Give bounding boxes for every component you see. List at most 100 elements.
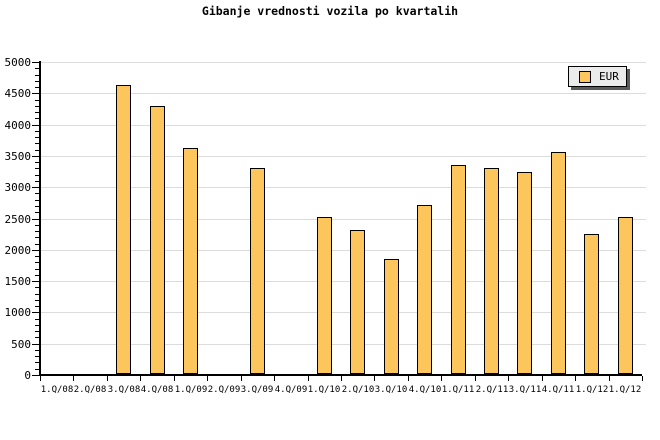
x-axis-tick xyxy=(575,376,576,381)
y-major-tick xyxy=(32,93,39,94)
gridline xyxy=(41,156,646,157)
bar-3-q-10 xyxy=(384,259,399,374)
y-major-tick xyxy=(32,156,39,157)
y-axis-tick-label: 5000 xyxy=(4,56,32,69)
gridline xyxy=(41,250,646,251)
legend-label: EUR xyxy=(599,70,619,83)
y-minor-tick xyxy=(35,106,39,107)
x-axis-tick-label: 3.Q/08 xyxy=(107,385,141,395)
bar-4-q-11 xyxy=(551,152,566,374)
x-axis-tick-label: 1.Q/09 xyxy=(174,385,208,395)
gridline xyxy=(41,125,646,126)
y-minor-tick xyxy=(35,162,39,163)
y-minor-tick xyxy=(35,206,39,207)
y-minor-tick xyxy=(35,68,39,69)
bar-1-q-11 xyxy=(451,165,466,374)
y-minor-tick xyxy=(35,112,39,113)
y-axis-tick-label: 4500 xyxy=(4,87,32,100)
y-minor-tick xyxy=(35,319,39,320)
x-axis-tick xyxy=(542,376,543,381)
x-axis-tick xyxy=(508,376,509,381)
y-minor-tick xyxy=(35,300,39,301)
x-axis-tick xyxy=(642,376,643,381)
bar-1-q-12 xyxy=(618,217,633,374)
gridline xyxy=(41,93,646,94)
x-axis-tick xyxy=(308,376,309,381)
y-axis-tick-label: 2000 xyxy=(4,244,32,257)
y-minor-tick xyxy=(35,244,39,245)
y-minor-tick xyxy=(35,231,39,232)
x-axis-tick-label: 1.Q/11 xyxy=(441,385,475,395)
y-minor-tick xyxy=(35,350,39,351)
y-axis-tick-label: 1000 xyxy=(4,306,32,319)
x-axis-tick-label: 1.Q/12 xyxy=(575,385,609,395)
y-minor-tick xyxy=(35,87,39,88)
x-axis-tick-label: 2.Q/10 xyxy=(341,385,375,395)
y-minor-tick xyxy=(35,150,39,151)
y-major-tick xyxy=(32,125,39,126)
y-minor-tick xyxy=(35,331,39,332)
y-major-tick xyxy=(32,344,39,345)
y-minor-tick xyxy=(35,294,39,295)
y-major-tick xyxy=(32,312,39,313)
x-axis-tick xyxy=(408,376,409,381)
x-axis-tick xyxy=(609,376,610,381)
x-axis-tick xyxy=(274,376,275,381)
y-major-tick xyxy=(32,375,39,376)
y-major-tick xyxy=(32,62,39,63)
y-axis-tick-label: 500 xyxy=(11,338,31,351)
bar-3-q-11 xyxy=(517,172,532,374)
x-axis-line xyxy=(39,374,642,376)
bar-1-q-09 xyxy=(183,148,198,374)
bar-3-q-08 xyxy=(116,85,131,374)
legend: EUR xyxy=(568,66,627,87)
x-axis-tick xyxy=(174,376,175,381)
x-axis-tick xyxy=(40,376,41,381)
gridline xyxy=(41,187,646,188)
y-minor-tick xyxy=(35,325,39,326)
y-minor-tick xyxy=(35,269,39,270)
bar-3-q-09 xyxy=(250,168,265,374)
bar-2-q-10 xyxy=(350,230,365,374)
y-minor-tick xyxy=(35,275,39,276)
x-axis-tick-label: 2.Q/08 xyxy=(73,385,107,395)
y-minor-tick xyxy=(35,100,39,101)
x-axis-tick xyxy=(140,376,141,381)
x-axis-tick-label: 4.Q/11 xyxy=(541,385,575,395)
x-axis-tick-label: 4.Q/08 xyxy=(140,385,174,395)
x-axis-tick xyxy=(441,376,442,381)
y-axis-tick-label: 2500 xyxy=(4,213,32,226)
y-minor-tick xyxy=(35,225,39,226)
x-axis-tick xyxy=(107,376,108,381)
y-minor-tick xyxy=(35,337,39,338)
chart-title: Gibanje vrednosti vozila po kvartalih xyxy=(201,4,459,18)
x-axis-tick xyxy=(73,376,74,381)
x-axis-tick-label: 1.Q/12 xyxy=(608,385,642,395)
y-minor-tick xyxy=(35,175,39,176)
x-axis-tick-label: 3.Q/11 xyxy=(508,385,542,395)
x-axis-tick-label: 1.Q/08 xyxy=(40,385,74,395)
y-axis-tick-label: 1500 xyxy=(4,275,32,288)
y-major-tick xyxy=(32,187,39,188)
x-axis-tick-label: 4.Q/10 xyxy=(408,385,442,395)
x-axis-tick-label: 1.Q/10 xyxy=(307,385,341,395)
y-minor-tick xyxy=(35,237,39,238)
y-axis-tick-label: 3500 xyxy=(4,150,32,163)
x-axis-tick-label: 3.Q/09 xyxy=(240,385,274,395)
x-axis-tick-label: 3.Q/10 xyxy=(374,385,408,395)
y-axis-tick-label: 3000 xyxy=(4,181,32,194)
y-minor-tick xyxy=(35,75,39,76)
y-major-tick xyxy=(32,250,39,251)
y-minor-tick xyxy=(35,369,39,370)
y-minor-tick xyxy=(35,118,39,119)
y-axis-line xyxy=(39,61,41,376)
y-minor-tick xyxy=(35,193,39,194)
y-minor-tick xyxy=(35,137,39,138)
gridline xyxy=(41,62,646,63)
y-minor-tick xyxy=(35,262,39,263)
y-minor-tick xyxy=(35,256,39,257)
y-minor-tick xyxy=(35,362,39,363)
bar-4-q-08 xyxy=(150,106,165,374)
y-minor-tick xyxy=(35,287,39,288)
bar-1-q-12 xyxy=(584,234,599,374)
